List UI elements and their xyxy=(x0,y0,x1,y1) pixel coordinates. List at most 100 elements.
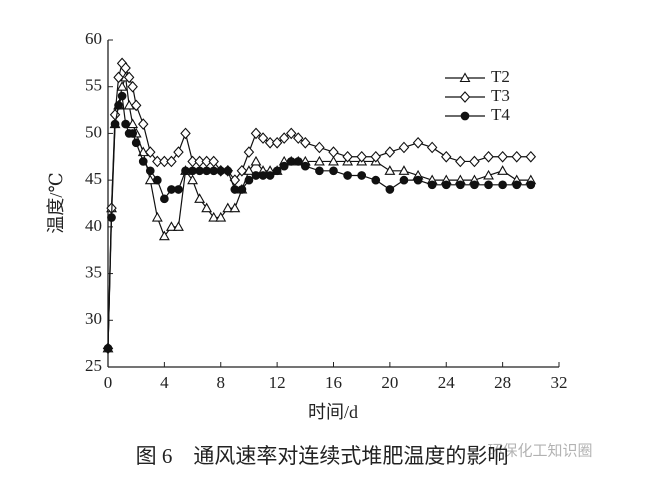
data-point xyxy=(107,213,116,222)
data-point xyxy=(313,155,325,166)
data-point xyxy=(130,99,142,112)
data-point xyxy=(427,180,437,190)
data-point xyxy=(300,161,310,171)
data-point xyxy=(300,136,311,149)
data-point xyxy=(166,155,177,168)
data-point xyxy=(145,146,156,158)
data-point xyxy=(243,165,255,175)
data-point xyxy=(343,171,352,180)
data-point xyxy=(243,146,255,158)
legend-marker xyxy=(460,111,470,121)
data-point xyxy=(117,91,127,101)
data-point xyxy=(512,180,522,190)
data-point xyxy=(385,185,395,194)
data-point xyxy=(109,108,121,121)
data-point xyxy=(497,165,509,175)
y-tick-label: 25 xyxy=(85,356,102,375)
data-point xyxy=(137,146,149,157)
x-tick-label: 28 xyxy=(494,373,511,392)
data-point xyxy=(469,155,480,168)
data-point xyxy=(173,146,184,158)
y-tick-label: 40 xyxy=(85,216,102,235)
data-point xyxy=(426,141,438,154)
data-point xyxy=(167,185,176,194)
data-point xyxy=(455,155,466,168)
data-point xyxy=(160,194,169,204)
data-point xyxy=(293,157,303,166)
data-point xyxy=(526,180,536,190)
data-point xyxy=(144,174,156,185)
series-line xyxy=(107,61,531,349)
data-point xyxy=(258,171,268,180)
data-point xyxy=(272,166,282,176)
legend-marker xyxy=(459,91,471,103)
data-point xyxy=(201,202,213,213)
data-point xyxy=(286,157,296,166)
data-point xyxy=(137,118,149,130)
data-point xyxy=(511,150,522,163)
data-point xyxy=(265,171,275,180)
data-point xyxy=(103,343,113,353)
data-point xyxy=(181,166,190,176)
y-tick-label: 30 xyxy=(85,309,102,328)
data-point xyxy=(174,185,183,194)
data-point xyxy=(158,230,170,241)
y-tick-label: 45 xyxy=(85,169,102,188)
data-point xyxy=(152,155,163,168)
data-point xyxy=(236,164,248,177)
y-tick-label: 50 xyxy=(85,122,102,141)
data-point xyxy=(257,132,269,144)
data-point xyxy=(279,161,289,171)
data-point xyxy=(195,166,204,176)
data-point xyxy=(370,150,382,163)
data-point xyxy=(455,180,465,190)
data-point xyxy=(138,157,148,166)
data-point xyxy=(165,221,177,231)
y-tick-label: 60 xyxy=(85,29,102,48)
data-point xyxy=(483,150,494,163)
x-tick-label: 24 xyxy=(438,373,456,392)
data-point xyxy=(498,180,507,190)
data-point xyxy=(216,166,226,176)
data-point xyxy=(120,62,131,74)
data-point xyxy=(194,193,206,203)
data-point xyxy=(441,150,452,163)
data-point xyxy=(223,166,233,176)
caption: 图 6 通风速率对连续式堆肥温度的影响 xyxy=(136,444,509,468)
watermark: 环保化工知识圈 xyxy=(487,442,592,459)
data-point xyxy=(398,141,410,154)
data-point xyxy=(127,118,139,129)
data-point xyxy=(285,127,297,140)
x-tick-label: 16 xyxy=(325,373,342,392)
data-point xyxy=(127,80,138,93)
data-point xyxy=(123,99,135,110)
data-point xyxy=(293,132,304,144)
data-point xyxy=(399,175,409,185)
data-point xyxy=(202,166,212,176)
data-point xyxy=(145,166,155,176)
data-point xyxy=(483,169,494,180)
y-tick-label: 55 xyxy=(85,76,102,95)
data-point xyxy=(384,146,396,158)
data-point xyxy=(250,155,262,166)
x-tick-label: 8 xyxy=(217,373,226,392)
data-point xyxy=(188,166,197,176)
data-point xyxy=(159,155,170,168)
x-tick-label: 20 xyxy=(381,373,398,392)
data-point xyxy=(121,119,130,129)
legend-label: T3 xyxy=(491,86,510,105)
data-point xyxy=(251,171,261,180)
data-point xyxy=(152,175,162,185)
x-axis-label: 时间/d xyxy=(308,402,358,422)
data-point xyxy=(250,127,262,140)
data-point xyxy=(357,171,367,180)
data-point xyxy=(525,150,537,163)
data-point xyxy=(278,132,290,144)
data-point xyxy=(116,81,128,91)
data-point xyxy=(110,119,120,129)
data-point xyxy=(384,165,396,175)
data-point xyxy=(208,211,220,222)
data-point xyxy=(371,175,381,185)
data-point xyxy=(470,180,479,190)
